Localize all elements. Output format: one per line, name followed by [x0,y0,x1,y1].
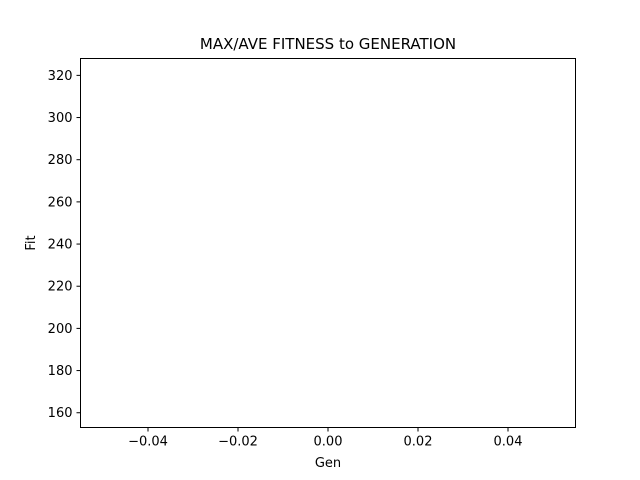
x-axis-label: Gen [315,456,341,471]
y-tick-label: 260 [48,195,73,210]
chart-title: MAX/AVE FITNESS to GENERATION [200,35,456,53]
y-tick-label: 300 [48,111,73,126]
x-tick-label: 0.02 [404,435,433,450]
y-tick-label: 180 [48,364,73,379]
y-tick-label: 240 [48,238,73,253]
y-axis-label: Fit [24,235,39,250]
y-tick-label: 160 [48,406,73,421]
x-tick-label: −0.02 [218,435,258,450]
y-tick-label: 220 [48,280,73,295]
y-tick-label: 200 [48,322,73,337]
y-axis: 160 180 200 220 240 260 280 300 320 [48,69,81,421]
x-axis: −0.04 −0.02 0.00 0.02 0.04 [128,427,523,450]
x-tick-label: 0.04 [494,435,523,450]
x-tick-label: 0.00 [314,435,343,450]
y-tick-label: 320 [48,69,73,84]
y-tick-label: 280 [48,153,73,168]
x-tick-label: −0.04 [128,435,168,450]
